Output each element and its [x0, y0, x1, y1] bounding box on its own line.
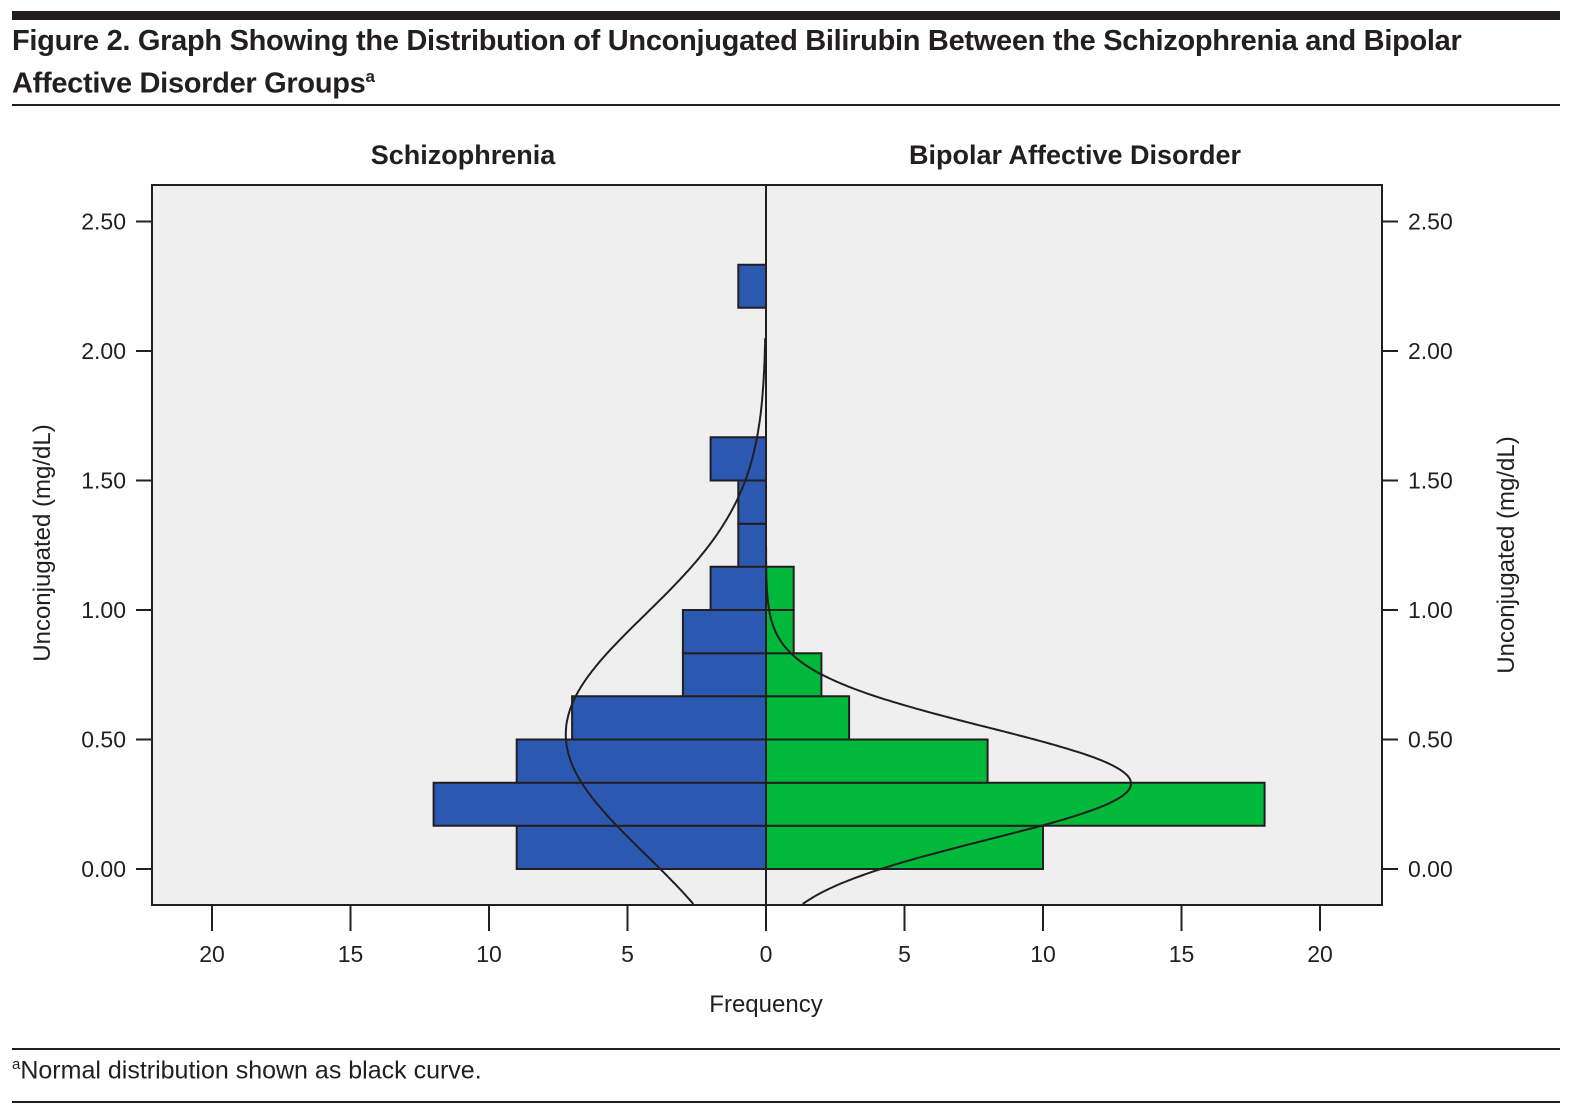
bar-schizophrenia-10 — [737, 263, 767, 309]
bar-schizophrenia-6 — [709, 565, 767, 612]
title-footnote-marker: a — [365, 67, 375, 86]
y-tick-label-left-0: 0.00 — [81, 856, 126, 882]
bar-schizophrenia-7 — [737, 522, 767, 568]
x-tick-label-left-4: 0 — [760, 941, 773, 967]
bar-schizophrenia-9 — [709, 436, 767, 482]
y-tick-label-right-3: 1.50 — [1408, 468, 1453, 494]
y-tick-label-right-4: 2.00 — [1408, 338, 1453, 364]
bar-bipolar-3 — [765, 695, 851, 741]
y-tick-label-left-3: 1.50 — [81, 468, 126, 494]
y-tick-label-right-1: 0.50 — [1408, 727, 1453, 753]
bar-bipolar-2 — [765, 738, 989, 784]
bars-group — [432, 263, 1266, 871]
y-tick-label-right-5: 2.50 — [1408, 209, 1453, 235]
top-rule — [12, 11, 1560, 20]
x-tick-label-right-0: 5 — [898, 941, 911, 967]
footnote-text: Normal distribution shown as black curve… — [20, 1056, 482, 1085]
y-tick-label-right-0: 0.00 — [1408, 856, 1453, 882]
bar-bipolar-6 — [765, 565, 795, 612]
bar-schizophrenia-0 — [515, 824, 768, 871]
normal-curve-schizophrenia — [564, 338, 767, 905]
y-tick-label-left-4: 2.00 — [81, 338, 126, 364]
x-tick-label-right-1: 10 — [1030, 941, 1056, 967]
bar-schizophrenia-4 — [681, 652, 768, 698]
y-axis-label-left: Unconjugated (mg/dL) — [29, 424, 56, 661]
panel-title-schizophrenia: Schizophrenia — [371, 140, 557, 170]
bar-bipolar-1 — [765, 781, 1266, 827]
title-rule — [12, 104, 1560, 106]
figure-title: Figure 2. Graph Showing the Distribution… — [12, 24, 1562, 102]
y-tick-label-right-2: 1.00 — [1408, 597, 1453, 623]
bar-schizophrenia-5 — [681, 609, 768, 655]
footnote-rule-top — [12, 1048, 1560, 1050]
x-tick-label-left-1: 15 — [338, 941, 364, 967]
y-axis-label-right: Unconjugated (mg/dL) — [1493, 436, 1520, 673]
y-tick-label-left-5: 2.50 — [81, 209, 126, 235]
y-tick-label-left-2: 1.00 — [81, 597, 126, 623]
x-tick-label-left-2: 10 — [476, 941, 502, 967]
footnote: aNormal distribution shown as black curv… — [12, 1056, 482, 1085]
bar-schizophrenia-2 — [515, 738, 768, 784]
x-tick-label-right-3: 20 — [1307, 941, 1333, 967]
bar-bipolar-4 — [765, 652, 823, 698]
x-tick-label-right-2: 15 — [1169, 941, 1195, 967]
footnote-marker: a — [12, 1056, 21, 1073]
x-tick-label-left-3: 5 — [621, 941, 634, 967]
x-tick-label-left-0: 20 — [199, 941, 225, 967]
y-tick-label-left-1: 0.50 — [81, 727, 126, 753]
bar-schizophrenia-1 — [432, 781, 767, 827]
x-axis-label: Frequency — [709, 991, 822, 1018]
bar-schizophrenia-3 — [571, 695, 767, 741]
axes-group: 0.00 0.00 0.50 0.50 1.00 1.00 1.50 1.50 2.00 2.00… — [81, 209, 1453, 968]
figure-title-text: Figure 2. Graph Showing the Distribution… — [12, 25, 1462, 100]
footnote-rule-bottom — [12, 1101, 1560, 1103]
panel-title-bipolar: Bipolar Affective Disorder — [909, 140, 1242, 170]
